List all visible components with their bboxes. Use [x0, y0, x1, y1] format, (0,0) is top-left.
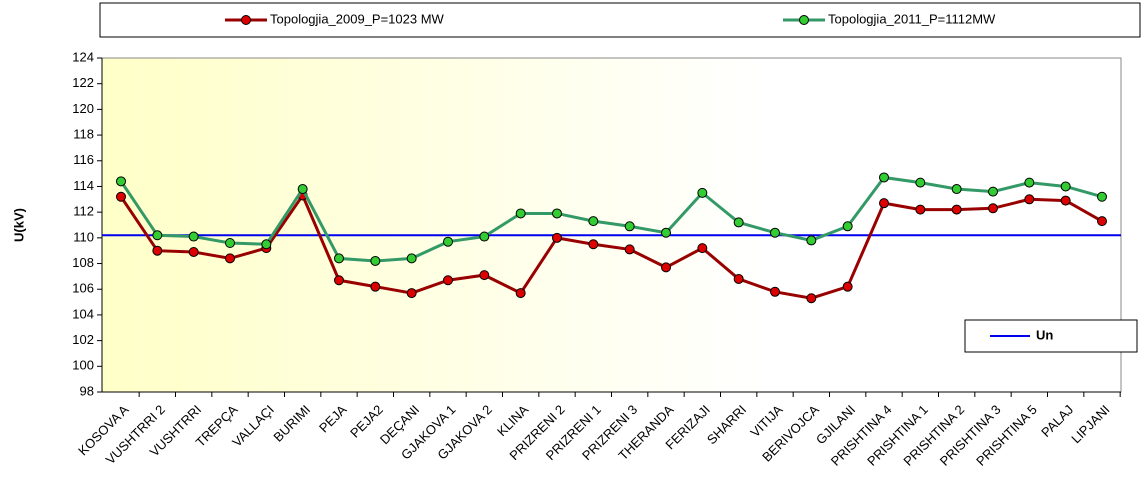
marker [116, 176, 126, 187]
y-tick-label: 114 [73, 178, 94, 193]
y-tick-label: 124 [72, 49, 94, 64]
marker [1060, 195, 1071, 206]
marker [624, 244, 635, 255]
marker [988, 203, 998, 214]
y-tick-label: 116 [73, 152, 94, 167]
marker [334, 275, 344, 286]
legend-marker [241, 15, 251, 25]
marker [515, 288, 526, 299]
marker [951, 184, 962, 195]
marker [661, 227, 671, 238]
marker [842, 281, 853, 292]
marker [188, 231, 199, 242]
marker [1060, 181, 1071, 192]
marker [951, 204, 962, 215]
marker [334, 253, 344, 264]
y-tick-label: 102 [72, 332, 94, 347]
marker [479, 270, 490, 281]
marker [697, 243, 708, 254]
marker [770, 286, 780, 297]
marker [661, 262, 671, 273]
marker [588, 239, 599, 250]
marker [225, 253, 235, 264]
legend-marker [799, 15, 809, 25]
marker [443, 275, 453, 286]
marker [370, 281, 381, 292]
marker [552, 232, 562, 243]
marker [515, 208, 526, 219]
y-tick-label: 98 [80, 383, 94, 398]
marker [261, 239, 272, 250]
y-tick-label: 104 [72, 306, 94, 321]
y-tick-label: 118 [73, 127, 94, 142]
series-line [119, 192, 1103, 300]
marker [806, 293, 817, 304]
legend-label: Topologjia_2011_P=1112MW [828, 11, 996, 26]
marker [370, 255, 381, 266]
marker [1097, 216, 1107, 227]
series-line [119, 175, 1103, 263]
marker [479, 231, 490, 242]
marker [697, 187, 708, 198]
marker [225, 237, 235, 248]
y-tick-label: 108 [72, 255, 94, 270]
y-tick-label: 100 [72, 358, 94, 373]
legend-label: Un [1036, 327, 1053, 342]
legend [99, 2, 1141, 38]
marker [915, 177, 926, 188]
marker [770, 227, 780, 238]
marker [188, 246, 199, 257]
marker [406, 253, 417, 264]
marker [879, 172, 889, 183]
y-axis-label: U(kV) [11, 208, 26, 242]
marker [1024, 194, 1035, 205]
x-tick-label: SHARRI [704, 402, 749, 447]
x-tick-label: PEJA [316, 402, 350, 436]
marker [116, 191, 126, 202]
marker [1097, 191, 1107, 202]
marker [588, 216, 599, 227]
marker [552, 208, 562, 219]
x-tick-label: LIPJANI [1068, 402, 1112, 446]
marker [443, 236, 453, 247]
y-tick-label: 106 [72, 281, 94, 296]
marker [806, 235, 817, 246]
marker [915, 204, 926, 215]
y-tick-label: 122 [72, 75, 94, 90]
marker [152, 230, 163, 241]
marker [733, 273, 744, 284]
marker [152, 245, 163, 256]
y-tick-label: 110 [73, 229, 94, 244]
marker [879, 198, 889, 209]
marker [842, 221, 853, 232]
marker [297, 184, 308, 195]
marker [624, 221, 635, 232]
y-tick-label: 120 [72, 101, 94, 116]
y-tick-label: 112 [73, 204, 94, 219]
x-tick-label: BURIMI [270, 402, 313, 445]
marker [988, 186, 998, 197]
marker [733, 217, 744, 228]
marker [1024, 177, 1035, 188]
marker [406, 288, 417, 299]
legend-label: Topologjia_2009_P=1023 MW [270, 11, 445, 26]
